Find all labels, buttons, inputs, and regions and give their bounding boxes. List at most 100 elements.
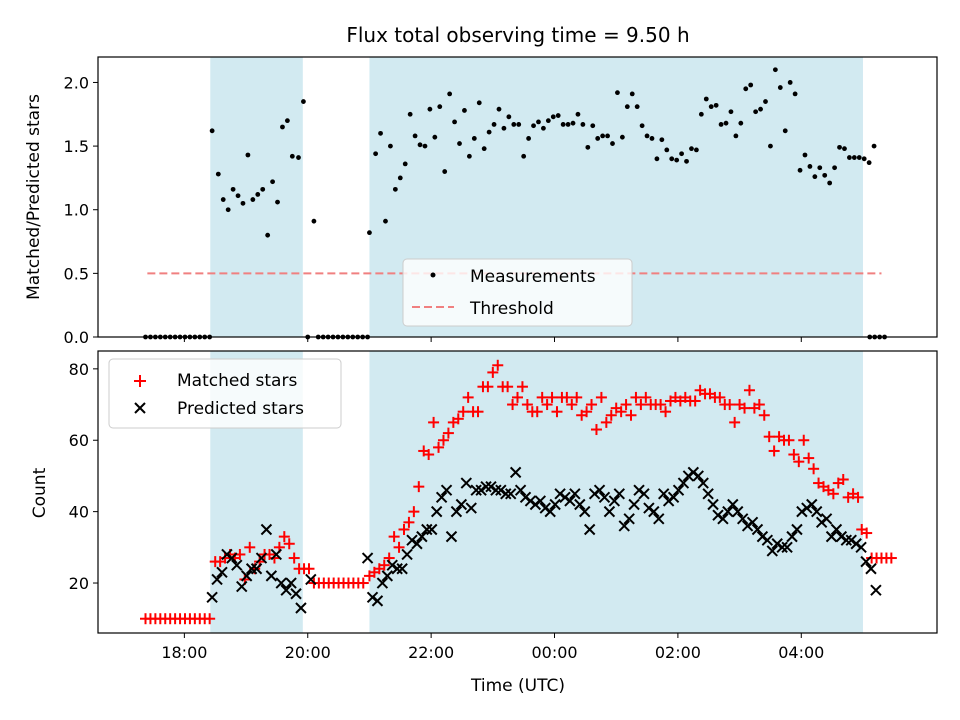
predicted-star-point (855, 541, 867, 554)
measurement-point (560, 122, 566, 127)
matched-star-point (827, 488, 839, 500)
predicted-star-point (255, 552, 268, 564)
matched-star-point (462, 391, 474, 403)
predicted-star-point (860, 555, 872, 568)
measurement-point (837, 144, 842, 150)
measurement-point (753, 109, 759, 115)
measurement-point (782, 128, 788, 134)
measurement-point (192, 334, 198, 340)
matched-star-point (724, 399, 736, 411)
measurement-point (177, 334, 183, 340)
predicted-star-point (211, 573, 223, 586)
matched-star-point (244, 541, 256, 553)
predicted-star-point (285, 577, 297, 589)
measurement-point (442, 169, 448, 174)
measurement-point (240, 200, 246, 206)
predicted-star-point (722, 505, 734, 518)
matched-star-point (561, 391, 573, 403)
measurement-point (634, 104, 640, 110)
predicted-star-point (727, 498, 739, 511)
measurement-point (471, 136, 477, 141)
measurement-point (595, 136, 601, 141)
measurement-point (718, 122, 724, 127)
bottom-ytick-label: 60 (69, 431, 89, 450)
measurement-point (365, 334, 370, 340)
legend-matched-marker (134, 375, 146, 387)
measurement-point (585, 144, 591, 150)
measurement-point (689, 146, 694, 152)
measurement-point (763, 99, 768, 104)
predicted-star-point (628, 498, 640, 511)
measurement-point (143, 334, 148, 340)
predicted-star-point (226, 552, 238, 564)
matched-star-point (516, 381, 528, 393)
measurement-point (615, 90, 620, 96)
predicted-star-point (430, 505, 443, 518)
predicted-star-point (830, 523, 843, 536)
predicted-star-point (421, 523, 433, 536)
predicted-star-point (776, 541, 788, 554)
measurement-point (708, 104, 714, 110)
predicted-star-point (500, 488, 512, 500)
measurement-point (639, 123, 645, 129)
measurement-point (882, 334, 887, 340)
measurement-point (447, 91, 453, 97)
measurement-point (284, 118, 290, 124)
measurement-point (270, 179, 275, 185)
predicted-star-point (865, 563, 877, 575)
measurement-point (580, 122, 586, 127)
matched-star-point (521, 399, 533, 411)
measurement-point (481, 146, 487, 152)
top-shaded-interval-0 (210, 57, 303, 337)
predicted-star-point (290, 588, 302, 600)
legend-predicted-marker (134, 402, 146, 414)
predicted-star-point (534, 495, 547, 507)
predicted-star-point (672, 484, 685, 496)
data-layer (140, 67, 897, 625)
matched-star-point (586, 399, 598, 411)
measurement-point (792, 91, 798, 97)
matched-star-point (852, 491, 864, 503)
measurement-point (209, 128, 215, 134)
predicted-star-point (270, 548, 282, 561)
predicted-star-point (603, 505, 616, 518)
measurement-point (260, 186, 266, 192)
matched-star-point (472, 406, 484, 418)
measurement-point (743, 86, 749, 92)
xtick-label: 04:00 (778, 643, 824, 662)
predicted-star-point (236, 580, 248, 593)
matched-star-point (739, 402, 751, 414)
measurement-point (432, 134, 438, 140)
measurement-point (506, 114, 512, 120)
predicted-star-point (396, 563, 408, 575)
predicted-star-point (245, 563, 258, 575)
measurement-point (335, 334, 341, 340)
measurement-point (644, 133, 650, 139)
predicted-star-point (667, 491, 680, 504)
measurement-point (345, 334, 351, 340)
predicted-star-point (435, 491, 448, 504)
predicted-star-point (401, 548, 413, 561)
matched-star-point (758, 409, 770, 421)
top-ytick-label: 1.0 (64, 201, 89, 220)
matched-star-point (452, 413, 464, 425)
measurement-point (624, 104, 630, 110)
predicted-star-point (391, 563, 403, 575)
measurement-point (872, 334, 878, 340)
measurement-point (250, 197, 256, 202)
predicted-star-point (376, 577, 389, 589)
measurement-point (388, 143, 393, 149)
predicted-star-point (746, 516, 759, 529)
top-ytick-label: 0.5 (64, 264, 89, 283)
legend-measurement-marker (430, 272, 436, 278)
measurement-point (867, 334, 873, 340)
measurement-point (768, 143, 773, 149)
measurement-point (822, 172, 828, 178)
measurement-point (797, 167, 803, 173)
measurement-point (545, 118, 551, 124)
measurement-point (526, 136, 532, 141)
measurement-point (871, 143, 877, 149)
measurement-point (842, 146, 847, 152)
matched-star-point (753, 399, 765, 411)
predicted-star-point (549, 498, 561, 511)
